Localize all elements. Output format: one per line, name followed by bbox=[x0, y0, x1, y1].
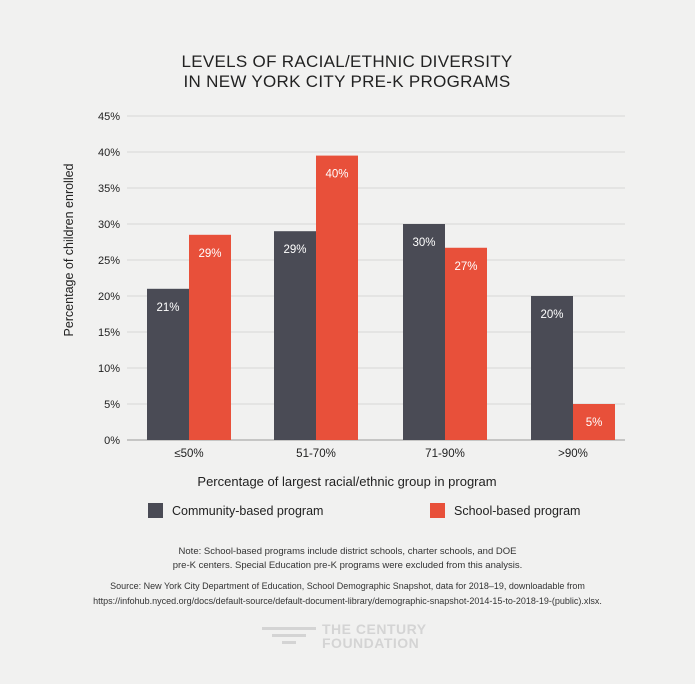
y-tick-label: 20% bbox=[98, 291, 120, 303]
x-tick-label: 51-70% bbox=[296, 448, 336, 460]
legend-swatch-1 bbox=[148, 503, 163, 518]
chart-title-line-1: LEVELS OF RACIAL/ETHNIC DIVERSITY bbox=[181, 52, 512, 71]
note-line-2: pre-K centers. Special Education pre-K p… bbox=[172, 560, 523, 571]
century-foundation-logo: THE CENTURY FOUNDATION bbox=[262, 622, 427, 650]
bar-community-1 bbox=[147, 288, 189, 440]
y-tick-label: 25% bbox=[98, 255, 120, 267]
bar-data-label: 40% bbox=[325, 169, 348, 181]
y-tick-label: 45% bbox=[98, 111, 120, 123]
bar-community-2 bbox=[274, 231, 316, 440]
bar-data-label: 29% bbox=[283, 244, 306, 256]
y-tick-label: 35% bbox=[98, 183, 120, 195]
bar-data-label: 30% bbox=[412, 237, 435, 249]
bar-data-label: 27% bbox=[454, 261, 477, 273]
y-tick-label: 15% bbox=[98, 327, 120, 339]
x-tick-label: ≤50% bbox=[174, 448, 203, 460]
x-tick-label: >90% bbox=[558, 448, 588, 460]
note-line-1: Note: School-based programs include dist… bbox=[178, 546, 517, 557]
bar-data-label: 29% bbox=[198, 248, 221, 260]
bar-school-1 bbox=[189, 234, 231, 440]
y-tick-label: 30% bbox=[98, 219, 120, 231]
legend-label-1: Community-based program bbox=[172, 504, 323, 518]
logo-line-1: THE CENTURY bbox=[322, 621, 427, 637]
logo-line-2: FOUNDATION bbox=[322, 635, 420, 651]
bar-data-label: 20% bbox=[540, 309, 563, 321]
y-tick-label: 5% bbox=[104, 399, 120, 411]
bar-school-2 bbox=[316, 155, 358, 440]
legend-label-2: School-based program bbox=[454, 504, 580, 518]
x-tick-label: 71-90% bbox=[425, 448, 465, 460]
bar-data-label: 21% bbox=[156, 302, 179, 314]
x-axis-title: Percentage of largest racial/ethnic grou… bbox=[197, 474, 496, 489]
y-axis-title: Percentage of children enrolled bbox=[62, 163, 76, 336]
source-line-1: Source: New York City Department of Educ… bbox=[110, 581, 585, 591]
source-line-2: https://infohub.nyced.org/docs/default-s… bbox=[93, 596, 602, 606]
y-tick-label: 0% bbox=[104, 435, 120, 447]
logo-mark-icon bbox=[262, 623, 316, 649]
y-tick-label: 40% bbox=[98, 147, 120, 159]
chart-title-line-2: IN NEW YORK CITY PRE-K PROGRAMS bbox=[184, 72, 511, 91]
bar-community-4 bbox=[531, 296, 573, 440]
bar-school-4 bbox=[573, 404, 615, 440]
bar-data-label: 5% bbox=[586, 417, 603, 429]
bar-school-3 bbox=[445, 247, 487, 440]
bar-community-3 bbox=[403, 224, 445, 440]
legend-swatch-2 bbox=[430, 503, 445, 518]
y-tick-label: 10% bbox=[98, 363, 120, 375]
